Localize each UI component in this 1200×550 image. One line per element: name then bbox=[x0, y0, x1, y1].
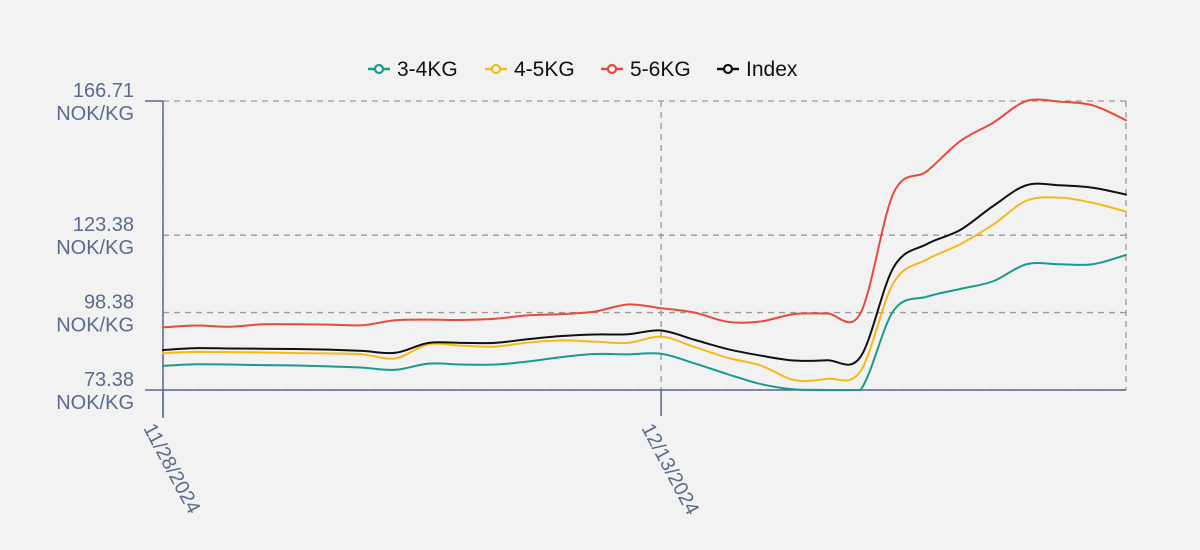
legend-label-3-4kg: 3-4KG bbox=[397, 58, 458, 81]
grid-layer bbox=[162, 100, 1127, 391]
legend-label-index: Index bbox=[746, 58, 798, 81]
legend-marker-5-6kg bbox=[606, 63, 618, 75]
series-line-4-5kg bbox=[162, 196, 1127, 382]
y-tick-label: 98.38 bbox=[84, 292, 134, 314]
y-tick-label: 166.71 bbox=[73, 80, 134, 102]
legend-label-4-5kg: 4-5KG bbox=[514, 58, 575, 81]
series-line-5-6kg bbox=[162, 98, 1127, 329]
x-tick-label: 11/28/2024 bbox=[139, 420, 205, 517]
y-tick-label: 73.38 bbox=[84, 369, 134, 391]
y-tick-label: 123.38 bbox=[73, 214, 134, 236]
x-tick-label: 12/13/2024 bbox=[637, 420, 703, 519]
series-line-3-4kg bbox=[162, 253, 1127, 391]
y-tick-unit: NOK/KG bbox=[56, 237, 134, 259]
legend-label-5-6kg: 5-6KG bbox=[630, 58, 691, 81]
legend-marker-3-4kg bbox=[373, 63, 385, 75]
series-layer bbox=[162, 98, 1127, 391]
y-tick-unit: NOK/KG bbox=[56, 103, 134, 125]
y-tick-unit: NOK/KG bbox=[56, 392, 134, 414]
legend-marker-4-5kg bbox=[490, 63, 502, 75]
legend-marker-index bbox=[722, 63, 734, 75]
y-tick-unit: NOK/KG bbox=[56, 315, 134, 337]
series-line-index bbox=[162, 182, 1127, 366]
axis-layer: 73.38NOK/KG98.38NOK/KG123.38NOK/KG166.71… bbox=[56, 80, 1126, 519]
legend: 3-4KG 4-5KG 5-6KG Index bbox=[368, 58, 798, 81]
